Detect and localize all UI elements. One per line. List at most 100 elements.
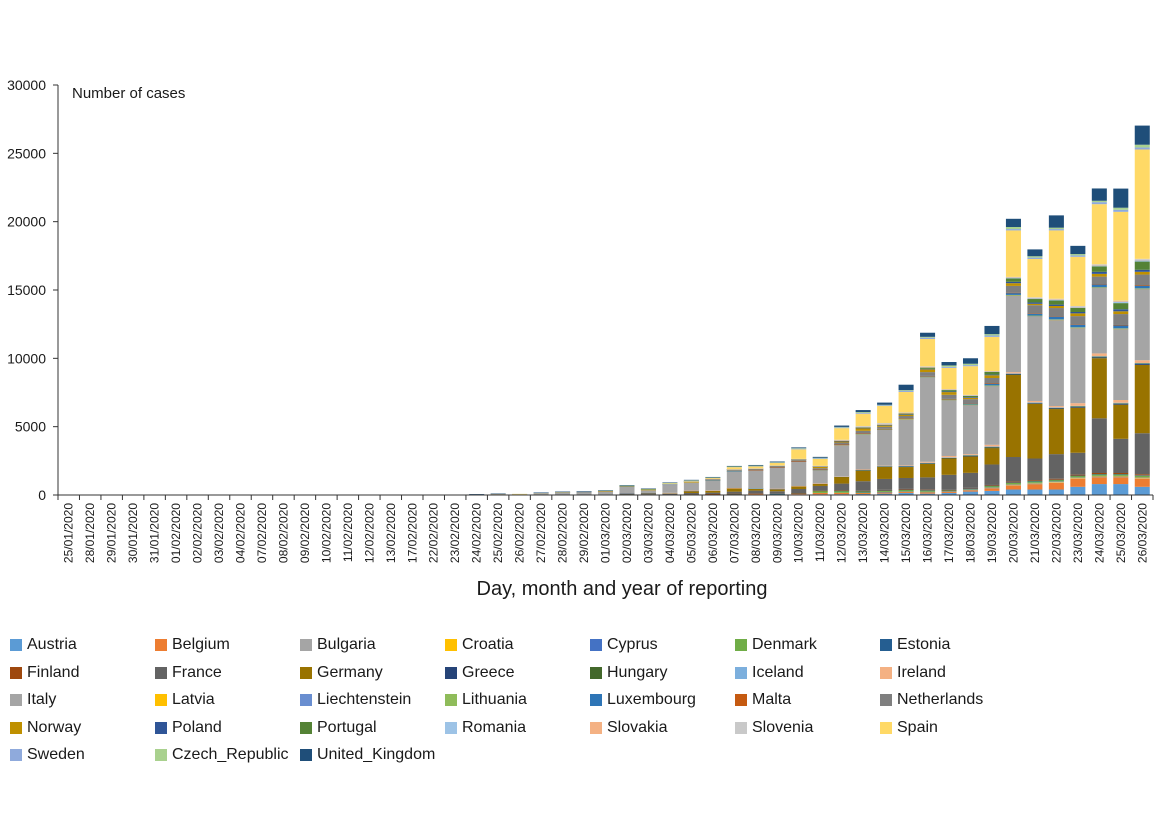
bar-segment-united-kingdom bbox=[640, 488, 656, 490]
bar-segment-germany bbox=[769, 489, 785, 492]
bar-segment-estonia bbox=[877, 490, 893, 491]
bar-segment-france bbox=[834, 483, 850, 491]
bar-segment-ireland bbox=[1134, 360, 1150, 363]
x-tick-label: 28/01/2020 bbox=[83, 503, 97, 563]
bar-segment-liechtenstein bbox=[1091, 287, 1107, 288]
bar-segment-germany bbox=[1027, 403, 1043, 459]
bar-segment-belgium bbox=[877, 492, 893, 494]
legend-item: Bulgaria bbox=[300, 636, 376, 654]
y-tick-label: 30000 bbox=[7, 77, 46, 93]
bar-segment-austria bbox=[941, 492, 957, 495]
bar-segment-estonia bbox=[1091, 474, 1107, 475]
bar-segment-slovenia bbox=[898, 412, 914, 413]
bar-segment-germany bbox=[898, 467, 914, 478]
bar-segment-slovenia bbox=[1091, 264, 1107, 266]
bar-segment-estonia bbox=[1027, 481, 1043, 482]
bar-segment-croatia bbox=[1134, 477, 1150, 479]
x-tick-label: 25/01/2020 bbox=[62, 503, 76, 563]
x-tick-label: 09/03/2020 bbox=[770, 503, 784, 563]
legend-swatch bbox=[735, 694, 747, 706]
bar-segment-hungary bbox=[855, 470, 871, 471]
legend-label: Liechtenstein bbox=[317, 691, 412, 708]
bar-segment-spain bbox=[726, 467, 742, 470]
x-tick-label: 02/03/2020 bbox=[620, 503, 634, 563]
legend-label: Greece bbox=[462, 663, 515, 681]
legend-swatch bbox=[445, 694, 457, 706]
bar-segment-slovenia bbox=[726, 469, 742, 470]
bar-segment-slovakia bbox=[855, 426, 871, 428]
x-tick-label: 28/02/2020 bbox=[556, 503, 570, 563]
bar-segment-poland bbox=[1113, 309, 1129, 312]
bar-segment-spain bbox=[512, 493, 528, 495]
bar-segment-belgium bbox=[1134, 478, 1150, 487]
bar-segment-finland bbox=[877, 489, 893, 491]
bar-segment-denmark bbox=[962, 488, 979, 490]
x-tick-label: 31/01/2020 bbox=[148, 503, 162, 563]
legend-swatch bbox=[155, 666, 167, 679]
bar-segment-estonia bbox=[1048, 479, 1064, 481]
bar-segment-italy bbox=[1113, 328, 1129, 401]
bar-segment-ireland bbox=[1005, 372, 1021, 374]
bar-segment-norway bbox=[1005, 283, 1021, 286]
bar-segment-slovakia bbox=[1048, 299, 1064, 300]
legend-swatch bbox=[10, 639, 22, 651]
bar-segment-denmark bbox=[1091, 474, 1107, 476]
bar-segment-norway bbox=[1113, 311, 1129, 315]
bar-segment-hungary bbox=[1113, 403, 1129, 404]
bar-segment-sweden bbox=[1113, 209, 1129, 212]
bar-segment-slovakia bbox=[1134, 259, 1150, 261]
bar-segment-portugal bbox=[984, 372, 1000, 375]
bar-segment-slovakia bbox=[1070, 306, 1086, 308]
bar-segment-united-kingdom bbox=[1048, 215, 1064, 228]
bar-segment-bulgaria bbox=[1005, 485, 1021, 486]
bar-segment-portugal bbox=[1091, 266, 1107, 272]
legend-item: Cyprus bbox=[590, 636, 658, 654]
bar-segment-netherlands bbox=[877, 426, 893, 429]
bar-segment-netherlands bbox=[726, 470, 742, 471]
bar-segment-malta bbox=[769, 467, 785, 468]
legend-swatch bbox=[590, 721, 602, 734]
bar-segment-spain bbox=[920, 339, 936, 367]
legend-swatch bbox=[445, 639, 457, 651]
bar-segment-italy bbox=[555, 492, 571, 495]
bar-segment-lithuania bbox=[855, 433, 871, 435]
bar-segment-spain bbox=[1113, 211, 1129, 301]
legend-swatch bbox=[735, 639, 747, 651]
bar-segment-hungary bbox=[962, 455, 979, 456]
bar-segment-italy bbox=[683, 482, 699, 491]
bar-segment-belgium bbox=[812, 492, 828, 495]
bar-segment-greece bbox=[1091, 357, 1107, 359]
legend-label: Lithuania bbox=[462, 691, 527, 708]
bar-segment-malta bbox=[898, 418, 914, 419]
bar-segment-greece bbox=[1005, 374, 1021, 375]
bar-segment-france bbox=[1070, 452, 1086, 475]
bar-segment-portugal bbox=[619, 485, 635, 487]
legend-label: Sweden bbox=[27, 746, 85, 763]
bar-segment-estonia bbox=[1134, 475, 1150, 476]
bar-segment-lithuania bbox=[1070, 327, 1086, 328]
bar-segment-poland bbox=[1134, 269, 1150, 272]
legend-label: Iceland bbox=[752, 663, 804, 681]
bar-segment-france bbox=[941, 474, 957, 490]
x-axis-label: Day, month and year of reporting bbox=[477, 578, 768, 600]
bar-segment-malta bbox=[877, 428, 893, 430]
bar-segment-ireland bbox=[898, 465, 914, 466]
bar-segment-norway bbox=[855, 428, 871, 431]
bar-segment-liechtenstein bbox=[1048, 319, 1064, 321]
bar-segment-croatia bbox=[1091, 476, 1107, 477]
x-tick-label: 15/03/2020 bbox=[899, 503, 913, 563]
bar-segment-cyprus bbox=[962, 489, 979, 490]
bar-segment-czech-republic bbox=[705, 477, 721, 478]
bar-segment-finland bbox=[705, 493, 721, 495]
bar-segment-czech-republic bbox=[984, 334, 1000, 336]
bar-segment-slovenia bbox=[1113, 300, 1129, 302]
bar-segment-croatia bbox=[1070, 477, 1086, 479]
bar-segment-italy bbox=[1027, 316, 1043, 401]
bar-segment-ireland bbox=[791, 486, 807, 487]
x-tick-label: 07/02/2020 bbox=[255, 503, 269, 563]
bar-segment-greece bbox=[941, 458, 957, 459]
bar-segment-italy bbox=[662, 484, 678, 493]
bar-segment-spain bbox=[855, 413, 871, 427]
bar-segment-luxembourg bbox=[1134, 285, 1150, 289]
bar-segment-france bbox=[962, 472, 979, 488]
